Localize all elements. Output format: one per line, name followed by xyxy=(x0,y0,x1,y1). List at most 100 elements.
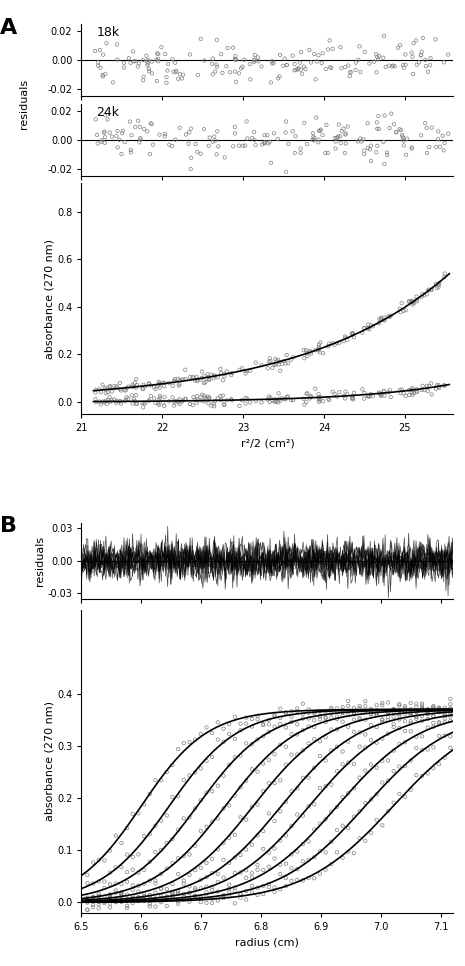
Point xyxy=(345,698,352,714)
Point xyxy=(350,705,358,721)
Point xyxy=(271,719,278,734)
Point xyxy=(436,381,443,396)
Point xyxy=(151,390,158,406)
Point xyxy=(319,393,327,409)
Point xyxy=(423,378,431,393)
Point xyxy=(229,40,237,55)
Point xyxy=(208,783,216,799)
Point xyxy=(192,838,199,853)
Point xyxy=(396,301,404,317)
Point xyxy=(307,344,314,359)
Point xyxy=(305,735,312,751)
Point xyxy=(282,704,290,720)
Point xyxy=(103,380,110,395)
Point xyxy=(221,368,228,384)
Point xyxy=(203,895,210,911)
Point xyxy=(145,392,153,408)
Point xyxy=(345,707,352,723)
Point xyxy=(350,809,358,824)
Point xyxy=(266,354,273,369)
Point xyxy=(163,889,171,904)
Point xyxy=(104,112,111,128)
Point xyxy=(358,133,365,149)
Point xyxy=(418,713,426,728)
Point xyxy=(274,71,282,86)
Point xyxy=(136,134,143,150)
Point xyxy=(391,117,398,132)
Point xyxy=(272,356,279,372)
Point xyxy=(106,380,113,395)
Point xyxy=(390,701,398,717)
Point xyxy=(317,122,325,137)
Point xyxy=(95,892,102,907)
Point xyxy=(265,753,272,768)
Point xyxy=(130,391,138,407)
Point xyxy=(373,705,380,721)
Point xyxy=(384,709,392,724)
Point xyxy=(345,719,352,734)
Point xyxy=(299,872,306,888)
Point xyxy=(412,703,420,719)
Point xyxy=(300,343,307,358)
Point xyxy=(229,138,237,154)
Point xyxy=(300,391,307,407)
Point xyxy=(391,59,399,74)
Point xyxy=(299,723,306,738)
Point xyxy=(432,32,439,47)
Point xyxy=(169,889,176,904)
Point xyxy=(237,61,245,76)
Point xyxy=(203,784,210,800)
Point xyxy=(315,341,323,356)
Point xyxy=(204,366,212,382)
Point xyxy=(220,889,227,904)
Point xyxy=(118,860,125,875)
Point xyxy=(96,43,104,58)
Point xyxy=(350,700,358,716)
Point xyxy=(187,121,194,136)
Point xyxy=(113,52,121,68)
Point xyxy=(329,42,336,57)
Point xyxy=(226,726,233,742)
Point xyxy=(427,50,434,66)
Point xyxy=(248,866,256,881)
Point xyxy=(137,131,145,147)
Point xyxy=(104,392,112,408)
Point xyxy=(248,885,256,900)
Point xyxy=(174,741,182,756)
Point xyxy=(254,764,261,780)
Point xyxy=(201,368,208,384)
Point xyxy=(203,885,210,900)
Point xyxy=(221,397,228,412)
Point xyxy=(123,820,131,836)
Point xyxy=(318,55,325,71)
Point xyxy=(157,881,165,896)
Point xyxy=(271,709,278,724)
Point xyxy=(401,724,409,739)
Point xyxy=(180,735,187,751)
Point xyxy=(267,74,274,90)
Point xyxy=(375,108,382,124)
Point xyxy=(316,709,324,724)
Point xyxy=(293,703,301,719)
Point xyxy=(350,385,358,401)
Point xyxy=(132,53,139,69)
Point xyxy=(171,371,179,386)
Point xyxy=(140,829,148,844)
Point xyxy=(303,394,310,410)
Point xyxy=(340,121,347,136)
Point xyxy=(154,46,162,62)
Point xyxy=(430,698,437,714)
Point xyxy=(287,392,295,408)
Point xyxy=(379,714,386,729)
Point xyxy=(384,695,392,710)
Point xyxy=(305,711,312,726)
Point xyxy=(99,132,106,148)
Point xyxy=(267,390,274,406)
Point xyxy=(95,888,102,903)
Point xyxy=(322,714,329,729)
Point xyxy=(306,43,313,58)
Point xyxy=(148,66,156,81)
Point xyxy=(396,786,403,802)
Point xyxy=(389,58,397,73)
Point xyxy=(223,363,231,379)
